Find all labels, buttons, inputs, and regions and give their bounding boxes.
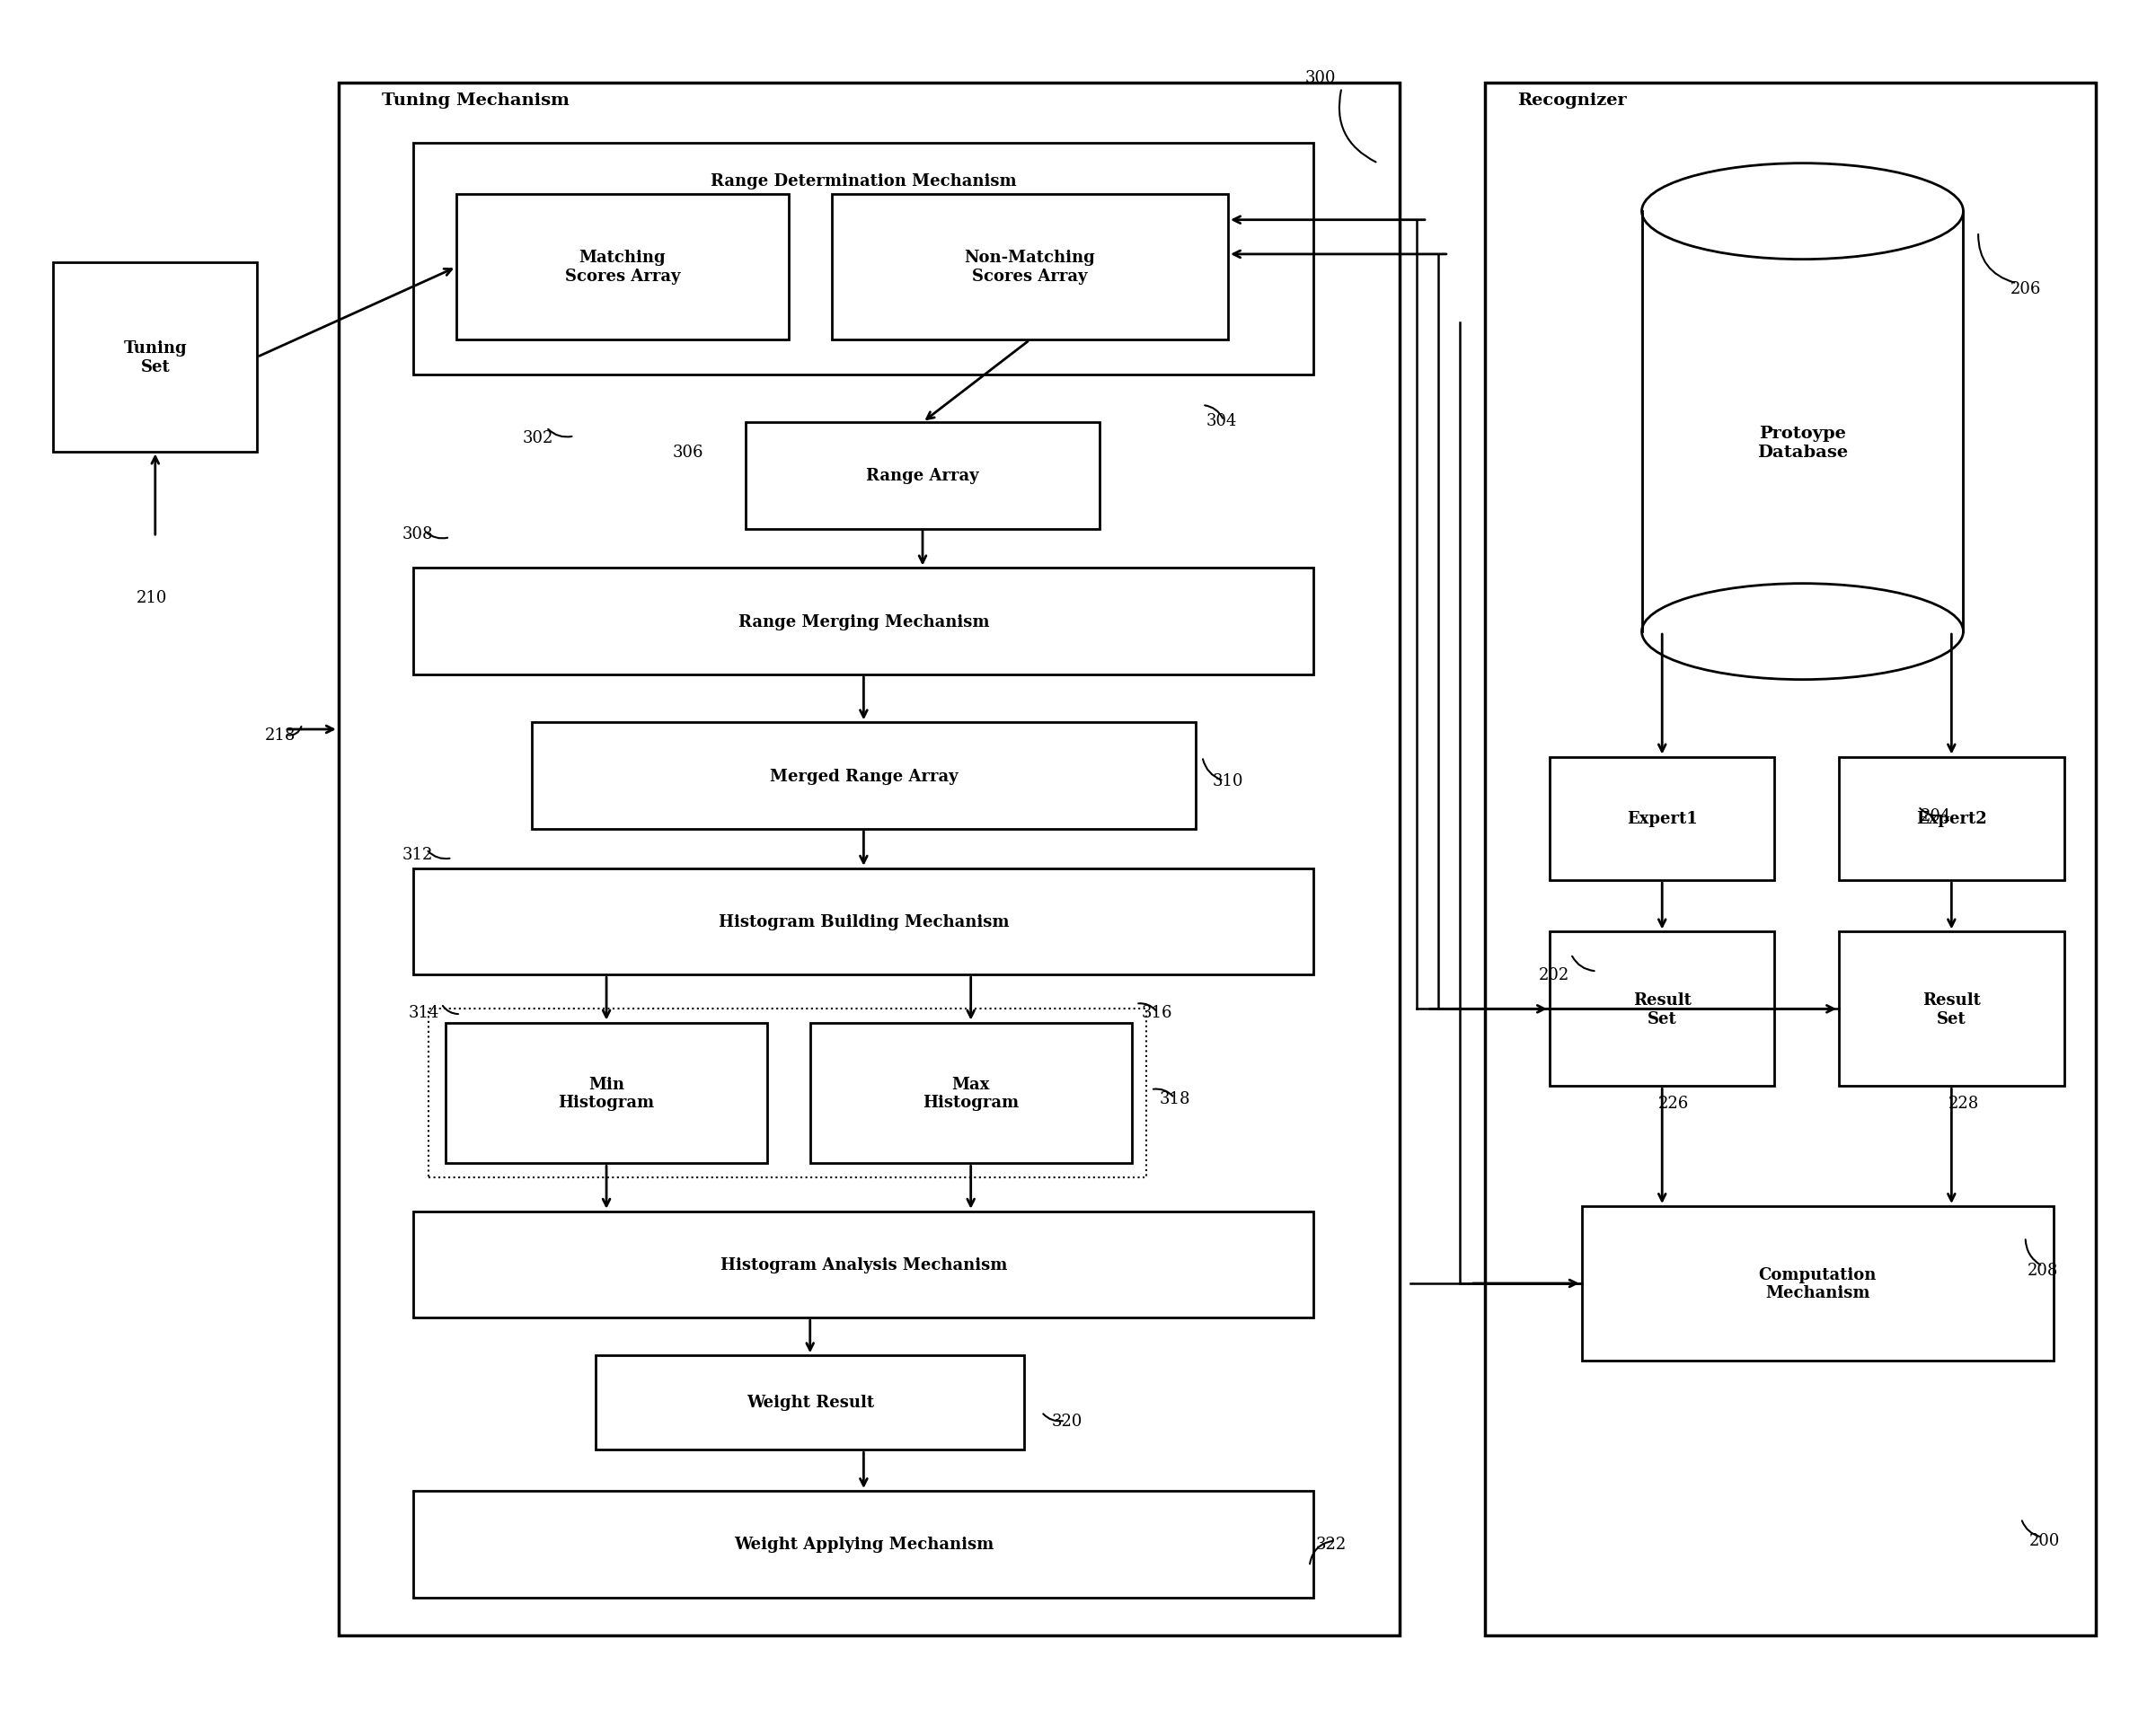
FancyBboxPatch shape [414, 568, 1313, 675]
FancyBboxPatch shape [1550, 756, 1774, 881]
FancyBboxPatch shape [545, 736, 1212, 841]
FancyBboxPatch shape [530, 724, 1197, 829]
FancyBboxPatch shape [610, 1368, 1039, 1461]
FancyBboxPatch shape [1598, 1219, 2068, 1373]
FancyBboxPatch shape [54, 264, 257, 452]
FancyBboxPatch shape [338, 83, 1399, 1635]
Text: 300: 300 [1304, 71, 1337, 86]
FancyBboxPatch shape [1550, 933, 1774, 1086]
Ellipse shape [1641, 164, 1964, 261]
FancyBboxPatch shape [414, 1212, 1313, 1318]
FancyBboxPatch shape [1839, 756, 2063, 881]
Text: 316: 316 [1143, 1005, 1173, 1021]
Text: Expert1: Expert1 [1628, 812, 1697, 827]
FancyBboxPatch shape [446, 1022, 768, 1164]
Text: Tuning
Set: Tuning Set [123, 340, 188, 375]
Text: 200: 200 [2029, 1532, 2061, 1549]
Text: Range Array: Range Array [867, 468, 979, 484]
Text: Tuning Mechanism: Tuning Mechanism [382, 93, 569, 109]
Text: Matching
Scores Array: Matching Scores Array [565, 249, 681, 285]
Ellipse shape [1641, 584, 1964, 680]
Text: Histogram Building Mechanism: Histogram Building Mechanism [718, 914, 1009, 929]
Text: Recognizer: Recognizer [1518, 93, 1628, 109]
Text: Weight Applying Mechanism: Weight Applying Mechanism [733, 1535, 994, 1553]
Text: Expert2: Expert2 [1917, 812, 1988, 827]
FancyBboxPatch shape [429, 580, 1328, 687]
Text: Range Determination Mechanism: Range Determination Mechanism [711, 173, 1018, 190]
Text: 206: 206 [2009, 282, 2042, 297]
Text: Protoype
Database: Protoype Database [1757, 425, 1848, 461]
Text: 306: 306 [673, 444, 703, 459]
Text: 226: 226 [1658, 1095, 1690, 1112]
Text: 228: 228 [1947, 1095, 1979, 1112]
FancyBboxPatch shape [1485, 83, 2096, 1635]
FancyBboxPatch shape [472, 207, 804, 352]
FancyBboxPatch shape [444, 1021, 1162, 1190]
FancyBboxPatch shape [595, 1356, 1024, 1451]
Text: 322: 322 [1315, 1535, 1345, 1553]
Text: Result
Set: Result Set [1632, 991, 1690, 1026]
Text: 204: 204 [1921, 808, 1951, 824]
Text: 320: 320 [1052, 1413, 1082, 1428]
Text: 208: 208 [2027, 1262, 2059, 1278]
FancyBboxPatch shape [761, 435, 1115, 541]
FancyBboxPatch shape [847, 207, 1244, 352]
Text: Histogram Analysis Mechanism: Histogram Analysis Mechanism [720, 1257, 1007, 1273]
Text: 308: 308 [403, 527, 433, 542]
FancyBboxPatch shape [414, 869, 1313, 976]
FancyBboxPatch shape [429, 1502, 1328, 1610]
Text: 302: 302 [522, 430, 554, 446]
FancyBboxPatch shape [1839, 933, 2063, 1086]
Text: 202: 202 [1539, 967, 1570, 983]
Text: Weight Result: Weight Result [746, 1394, 873, 1409]
FancyBboxPatch shape [1641, 212, 1964, 632]
Text: Result
Set: Result Set [1923, 991, 1981, 1026]
Text: 210: 210 [136, 589, 168, 606]
FancyBboxPatch shape [429, 1223, 1328, 1330]
Text: 318: 318 [1160, 1090, 1190, 1107]
FancyBboxPatch shape [414, 1490, 1313, 1597]
FancyBboxPatch shape [457, 195, 789, 340]
FancyBboxPatch shape [1583, 1207, 2053, 1361]
FancyBboxPatch shape [429, 1009, 1147, 1178]
Text: Min
Histogram: Min Histogram [558, 1076, 655, 1110]
Text: 310: 310 [1212, 774, 1244, 789]
FancyBboxPatch shape [429, 881, 1328, 986]
FancyBboxPatch shape [1854, 945, 2078, 1098]
Text: Non-Matching
Scores Array: Non-Matching Scores Array [964, 249, 1095, 285]
FancyBboxPatch shape [832, 195, 1229, 340]
Text: 304: 304 [1205, 413, 1238, 430]
FancyBboxPatch shape [811, 1022, 1132, 1164]
FancyBboxPatch shape [1565, 945, 1789, 1098]
Text: Merged Range Array: Merged Range Array [770, 769, 957, 784]
Text: Computation
Mechanism: Computation Mechanism [1759, 1266, 1876, 1300]
Text: 312: 312 [403, 846, 433, 864]
Text: 314: 314 [410, 1005, 440, 1021]
Text: 218: 218 [265, 727, 295, 743]
FancyBboxPatch shape [746, 423, 1100, 528]
Text: Max
Histogram: Max Histogram [923, 1076, 1020, 1110]
Text: Range Merging Mechanism: Range Merging Mechanism [737, 613, 990, 630]
FancyBboxPatch shape [414, 143, 1313, 375]
